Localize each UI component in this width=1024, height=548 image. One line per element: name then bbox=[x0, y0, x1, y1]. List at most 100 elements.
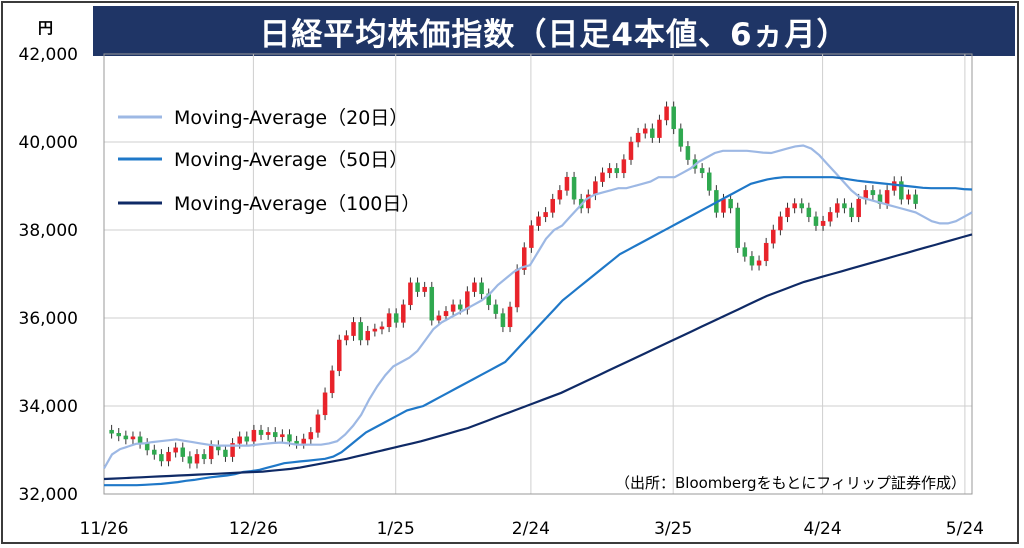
candlestick bbox=[543, 212, 548, 218]
candlestick bbox=[586, 194, 591, 209]
candlestick bbox=[571, 176, 577, 200]
candlestick bbox=[493, 304, 499, 314]
candlestick bbox=[415, 282, 420, 292]
candlestick bbox=[358, 322, 363, 341]
candlestick bbox=[351, 322, 356, 336]
candlestick bbox=[756, 260, 762, 266]
candlestick bbox=[550, 198, 555, 213]
candlestick bbox=[707, 172, 712, 191]
candlestick bbox=[785, 207, 790, 218]
candlestick bbox=[635, 132, 641, 143]
candlestick bbox=[699, 168, 705, 174]
candlestick bbox=[735, 207, 740, 248]
candlestick bbox=[849, 207, 854, 218]
candlestick bbox=[337, 339, 342, 372]
x-tick-label: 4/24 bbox=[803, 519, 841, 539]
candlestick bbox=[771, 229, 776, 244]
candlestick bbox=[422, 286, 427, 292]
source-note: （出所：Bloombergをもとにフィリップ証券作成） bbox=[615, 474, 966, 492]
candlestick bbox=[742, 247, 748, 257]
y-axis-unit: 円 bbox=[38, 19, 53, 37]
candlestick bbox=[329, 370, 335, 394]
candlestick bbox=[244, 436, 250, 442]
candlestick bbox=[529, 225, 534, 248]
candlestick bbox=[173, 447, 178, 453]
candlestick bbox=[792, 203, 797, 209]
candlestick bbox=[820, 220, 826, 226]
candlestick bbox=[614, 168, 620, 174]
candlestick bbox=[500, 313, 506, 328]
candlestick bbox=[472, 282, 477, 292]
candlestick bbox=[144, 443, 150, 451]
candlestick bbox=[507, 306, 513, 328]
candlestick bbox=[315, 414, 321, 433]
candlestick bbox=[372, 328, 378, 332]
candlestick bbox=[600, 172, 605, 182]
candlestick bbox=[835, 203, 840, 213]
candlestick bbox=[379, 326, 385, 330]
candlestick bbox=[778, 216, 783, 231]
candlestick bbox=[842, 203, 847, 209]
candlestick bbox=[514, 269, 520, 308]
candlestick bbox=[308, 432, 314, 440]
candlestick bbox=[116, 433, 121, 437]
candlestick bbox=[906, 194, 911, 200]
candlestick bbox=[429, 286, 435, 321]
candlestick bbox=[607, 168, 612, 174]
y-tick-label: 32,000 bbox=[19, 485, 78, 505]
candlestick bbox=[657, 119, 662, 138]
candlestick bbox=[137, 436, 143, 444]
candlestick bbox=[457, 304, 463, 310]
y-tick-label: 34,000 bbox=[19, 397, 78, 417]
candlestick bbox=[728, 198, 733, 209]
candlestick bbox=[393, 313, 399, 323]
moving-average-line-3 bbox=[103, 233, 973, 481]
candlestick bbox=[237, 436, 242, 444]
moving-average-line-1 bbox=[103, 144, 973, 470]
candlestick bbox=[258, 429, 264, 435]
candlestick bbox=[884, 190, 890, 204]
candlestick bbox=[294, 440, 299, 444]
candlestick bbox=[187, 456, 193, 464]
candlestick bbox=[891, 181, 897, 191]
candlestick bbox=[536, 216, 541, 226]
candlestick bbox=[806, 207, 812, 218]
candlestick bbox=[522, 247, 527, 270]
candlestick bbox=[913, 194, 918, 204]
candlestick bbox=[870, 190, 876, 196]
legend-label-2: Moving-Average（50日） bbox=[174, 149, 408, 171]
candlestick bbox=[899, 181, 904, 200]
candlestick bbox=[799, 203, 804, 209]
candlestick bbox=[365, 330, 370, 341]
candlestick bbox=[180, 447, 186, 457]
candlestick bbox=[273, 432, 278, 438]
candlestick bbox=[401, 304, 406, 323]
candlestick bbox=[223, 449, 228, 457]
candlestick bbox=[230, 443, 235, 457]
y-tick-label: 38,000 bbox=[19, 221, 78, 241]
candlestick bbox=[678, 128, 684, 147]
candlestick bbox=[130, 436, 136, 440]
candlestick bbox=[564, 176, 570, 191]
candlestick bbox=[650, 128, 655, 138]
candlestick bbox=[664, 106, 669, 121]
candlestick bbox=[450, 304, 456, 312]
candlestick bbox=[436, 315, 442, 321]
plot-area-border bbox=[103, 53, 973, 495]
title-banner: 日経平均株価指数（日足4本値、6ヵ月） bbox=[93, 6, 1015, 56]
candlestick bbox=[123, 435, 129, 440]
candlestick bbox=[671, 106, 676, 130]
candlestick bbox=[344, 335, 349, 341]
candlestick bbox=[301, 438, 306, 444]
candlestick bbox=[109, 429, 114, 434]
candlestick bbox=[628, 141, 634, 160]
candlestick bbox=[827, 212, 833, 222]
legend-label-1: Moving-Average（20日） bbox=[174, 107, 408, 129]
candlestick bbox=[265, 432, 271, 435]
y-tick-label: 36,000 bbox=[19, 309, 78, 329]
candlestick bbox=[208, 445, 214, 460]
candlestick bbox=[685, 146, 691, 160]
candlestick bbox=[386, 313, 392, 328]
x-tick-label: 12/26 bbox=[229, 519, 278, 539]
